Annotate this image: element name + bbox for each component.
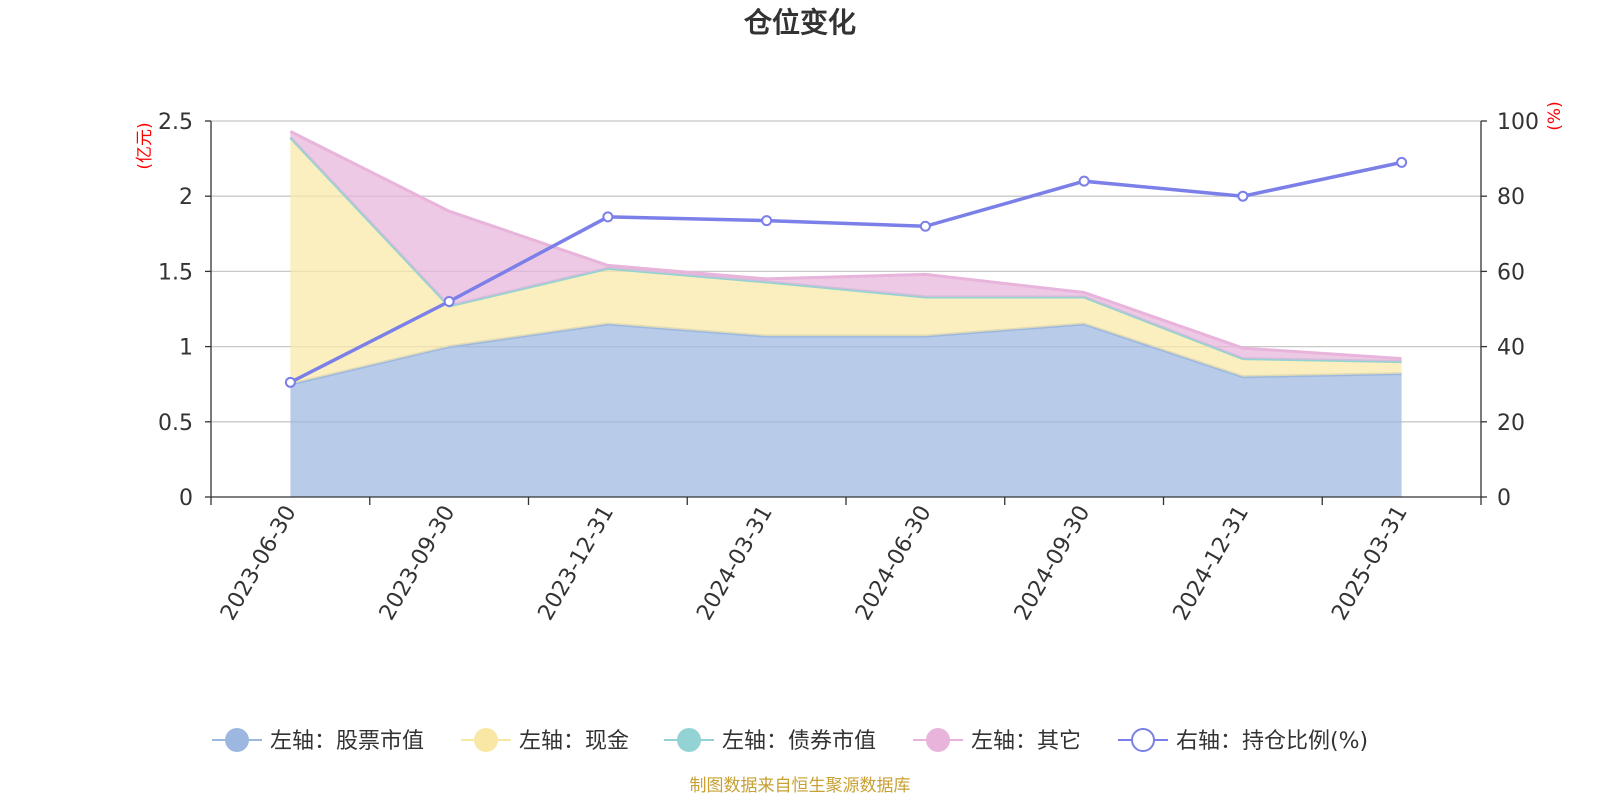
legend: 左轴：股票市值 左轴：现金 左轴：债券市值 左轴：其它 右轴：持仓比例(%) <box>212 728 1368 754</box>
legend-item: 右轴：持仓比例(%) <box>1118 728 1368 754</box>
legend-item: 左轴：股票市值 <box>212 728 424 754</box>
line-point <box>1078 175 1090 187</box>
left-axis-tick-label: 0.5 <box>158 411 193 436</box>
legend-label: 左轴：债券市值 <box>722 729 876 754</box>
right-axis-tick-label: 40 <box>1497 336 1525 361</box>
x-axis-tick-label: 2024-06-30 <box>851 502 937 625</box>
legend-marker <box>677 728 701 752</box>
right-axis-tick-label: 80 <box>1497 185 1525 210</box>
legend-marker <box>926 728 950 752</box>
right-axis-unit-label: (%) <box>1545 101 1565 130</box>
left-axis-tick-label: 2.5 <box>158 110 193 135</box>
right-axis-tick-label: 0 <box>1497 486 1511 511</box>
area-左轴：其它 <box>290 131 1402 362</box>
legend-label: 左轴：现金 <box>519 729 629 754</box>
legend-label: 左轴：其它 <box>971 729 1081 754</box>
data-source-note: 制图数据来自恒生聚源数据库 <box>690 776 911 796</box>
x-axis-tick-label: 2023-09-30 <box>375 502 461 625</box>
legend-marker <box>225 728 249 752</box>
area-左轴：股票市值 <box>290 324 1402 497</box>
left-axis-tick-label: 2 <box>179 185 193 210</box>
right-axis-tick-label: 60 <box>1497 260 1525 285</box>
left-axis-tick-label: 1.5 <box>158 260 193 285</box>
stacked-areas <box>289 130 1402 497</box>
legend-marker <box>474 728 498 752</box>
line-point <box>1237 190 1249 202</box>
line-右轴：持仓比例(%) <box>289 160 1402 384</box>
legend-marker <box>1131 728 1155 752</box>
x-axis-tick-label: 2023-06-30 <box>216 502 302 625</box>
area-左轴：现金 <box>290 137 1402 385</box>
left-axis-tick-label: 1 <box>179 336 193 361</box>
area-edge-左轴：其它 <box>289 130 1402 361</box>
legend-item: 左轴：债券市值 <box>664 728 876 754</box>
area-edge-左轴：债券市值 <box>289 136 1402 364</box>
legend-item: 左轴：现金 <box>461 728 629 754</box>
line-point <box>443 295 455 307</box>
chart-title: 仓位变化 <box>744 6 856 39</box>
legend-label: 右轴：持仓比例(%) <box>1176 729 1368 754</box>
line-point <box>284 376 296 388</box>
x-axis-tick-label: 2024-09-30 <box>1010 502 1096 625</box>
x-axis-tick-label: 2024-03-31 <box>692 502 778 625</box>
right-axis-tick-label: 20 <box>1497 411 1525 436</box>
position-ratio-line <box>284 156 1408 388</box>
left-axis-tick-label: 0 <box>179 486 193 511</box>
x-axis-tick-label: 2023-12-31 <box>533 502 619 625</box>
line-point <box>761 215 773 227</box>
x-axis-tick-label: 2025-03-31 <box>1327 502 1413 625</box>
right-axis-tick-label: 100 <box>1497 110 1539 135</box>
line-point <box>1396 156 1408 168</box>
line-point <box>919 220 931 232</box>
line-point <box>602 211 614 223</box>
legend-label: 左轴：股票市值 <box>270 729 424 754</box>
legend-item: 左轴：其它 <box>913 728 1081 754</box>
x-axis-tick-label: 2024-12-31 <box>1168 502 1254 625</box>
left-axis-unit-label: (亿元) <box>135 122 155 169</box>
